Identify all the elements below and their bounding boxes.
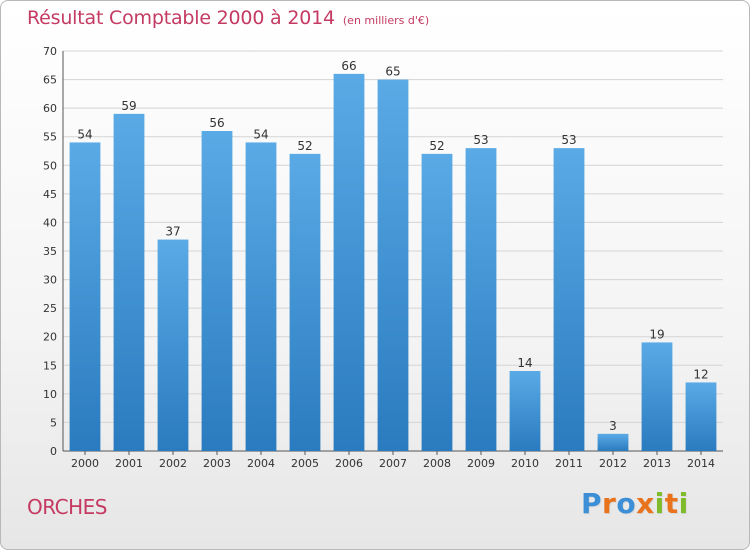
y-tick-label: 25: [43, 302, 57, 315]
bar: [113, 113, 145, 451]
y-tick-label: 30: [43, 274, 57, 287]
bar: [201, 131, 233, 451]
bar: [641, 342, 673, 451]
x-tick-label: 2011: [555, 457, 583, 470]
bar: [289, 153, 321, 451]
bar-value-label: 59: [121, 99, 136, 113]
y-tick-label: 10: [43, 388, 57, 401]
bar: [553, 148, 585, 451]
bar-value-label: 66: [341, 59, 356, 73]
x-tick-label: 2005: [291, 457, 319, 470]
bar: [421, 153, 453, 451]
logo-letter: x: [636, 487, 655, 520]
x-tick-label: 2003: [203, 457, 231, 470]
y-tick-label: 20: [43, 331, 57, 344]
x-tick-label: 2002: [159, 457, 187, 470]
bar-value-label: 52: [297, 139, 312, 153]
y-tick-label: 70: [43, 45, 57, 58]
logo-letter: o: [616, 487, 637, 520]
bar-value-label: 56: [209, 116, 224, 130]
bar-value-label: 12: [693, 367, 708, 381]
bar-value-label: 3: [609, 419, 617, 433]
x-tick-label: 2007: [379, 457, 407, 470]
bar-value-label: 54: [77, 127, 92, 141]
x-tick-label: 2013: [643, 457, 671, 470]
bar-value-label: 14: [517, 356, 532, 370]
chart-title-block: Résultat Comptable 2000 à 2014 (en millie…: [27, 7, 429, 29]
bar-value-label: 19: [649, 327, 664, 341]
y-tick-label: 40: [43, 216, 57, 229]
x-tick-label: 2001: [115, 457, 143, 470]
proxiti-logo: Proxiti: [581, 487, 689, 520]
logo-letter: i: [678, 487, 689, 520]
bar: [377, 79, 409, 452]
y-tick-label: 5: [50, 416, 57, 429]
x-tick-label: 2009: [467, 457, 495, 470]
logo-letter: r: [602, 487, 617, 520]
y-tick-label: 35: [43, 245, 57, 258]
y-tick-label: 65: [43, 74, 57, 87]
bar: [245, 142, 277, 451]
x-tick-label: 2008: [423, 457, 451, 470]
logo-letter: P: [581, 487, 603, 520]
bar-value-label: 65: [385, 65, 400, 79]
bar: [333, 73, 365, 451]
bar-value-label: 54: [253, 127, 268, 141]
x-tick-label: 2006: [335, 457, 363, 470]
y-tick-label: 55: [43, 131, 57, 144]
chart-title: Résultat Comptable 2000 à 2014: [27, 7, 335, 29]
x-tick-label: 2004: [247, 457, 275, 470]
x-tick-label: 2010: [511, 457, 539, 470]
x-tick-label: 2012: [599, 457, 627, 470]
bar-value-label: 53: [561, 133, 576, 147]
bar-value-label: 37: [165, 225, 180, 239]
y-tick-label: 60: [43, 102, 57, 115]
bar-value-label: 52: [429, 139, 444, 153]
bar-value-label: 53: [473, 133, 488, 147]
x-tick-label: 2000: [71, 457, 99, 470]
y-tick-label: 15: [43, 359, 57, 372]
bar: [465, 148, 497, 451]
y-tick-label: 45: [43, 188, 57, 201]
y-tick-label: 0: [50, 445, 57, 458]
bar: [685, 382, 717, 451]
commune-name: ORCHES: [27, 495, 107, 519]
bar: [157, 239, 189, 451]
x-tick-label: 2014: [687, 457, 715, 470]
logo-letter: t: [664, 487, 679, 520]
chart-subtitle: (en milliers d'€): [342, 14, 430, 27]
bar: [597, 433, 629, 451]
bar: [69, 142, 101, 451]
bar: [509, 371, 541, 451]
y-tick-label: 50: [43, 159, 57, 172]
logo-letter: i: [654, 487, 665, 520]
